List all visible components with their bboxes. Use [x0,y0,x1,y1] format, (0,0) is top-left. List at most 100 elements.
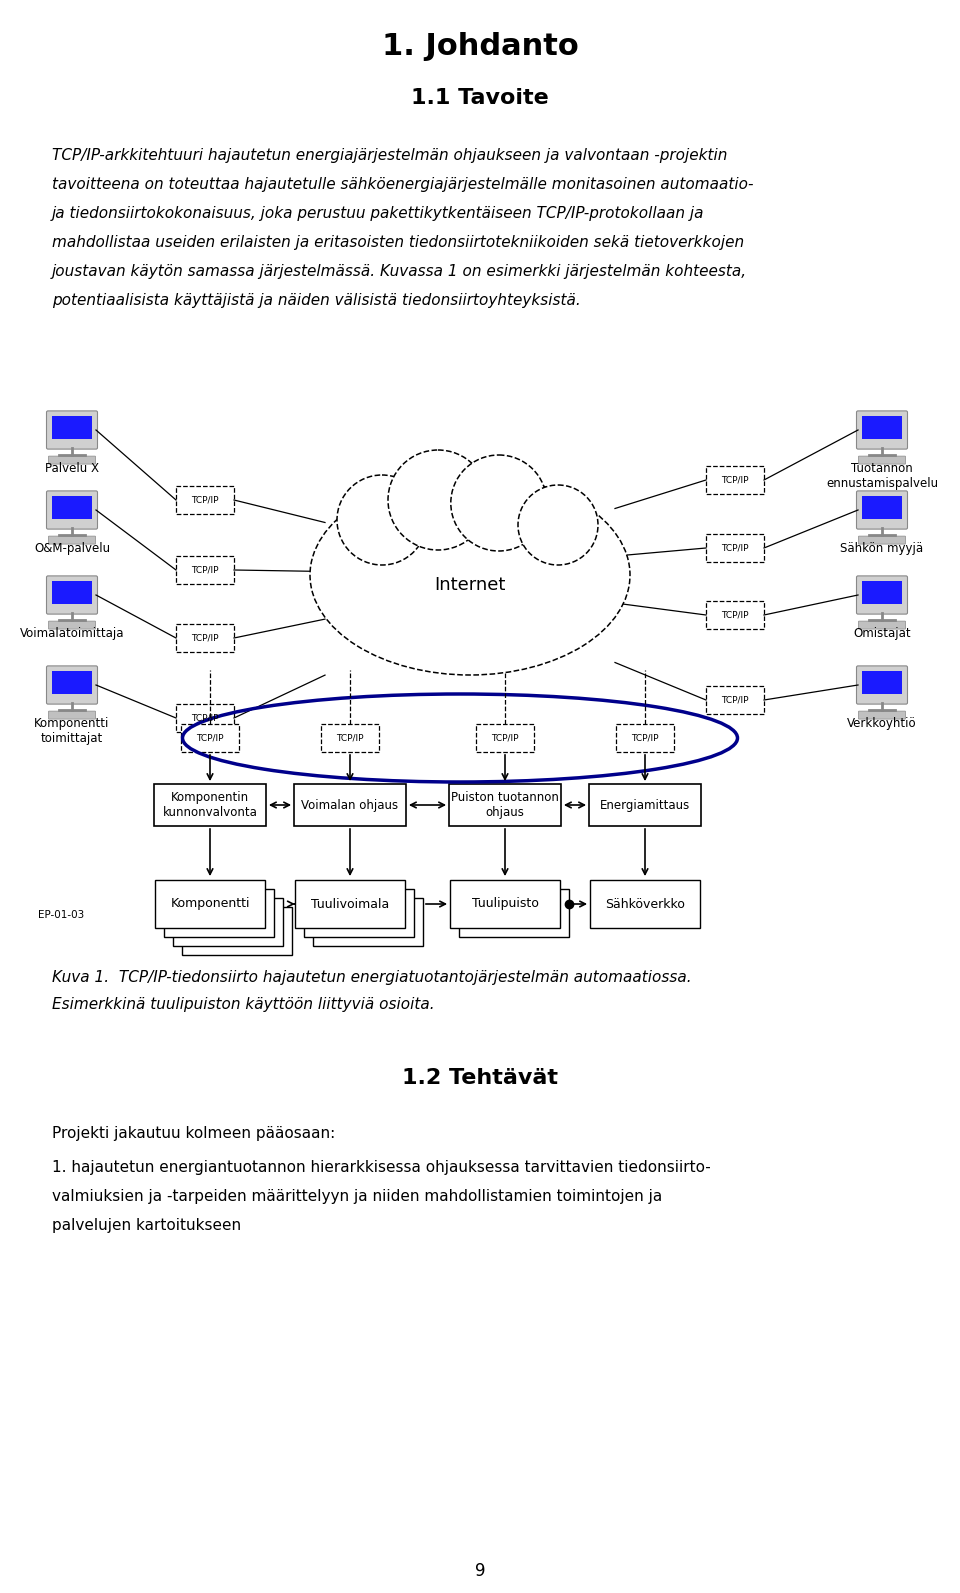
Bar [176,624,234,652]
Bar [52,497,92,519]
Text: Energiamittaus: Energiamittaus [600,798,690,811]
Text: Voimalatoimittaja: Voimalatoimittaja [20,628,124,640]
FancyBboxPatch shape [856,666,907,704]
Text: 1.1 Tavoite: 1.1 Tavoite [411,88,549,108]
Text: Komponentti: Komponentti [170,897,250,911]
FancyBboxPatch shape [46,411,98,449]
Text: O&M-palvelu: O&M-palvelu [34,542,110,554]
Text: palvelujen kartoitukseen: palvelujen kartoitukseen [52,1219,241,1233]
Text: Komponentti
toimittajat: Komponentti toimittajat [35,717,109,746]
Text: Internet: Internet [434,577,506,594]
Text: Sähköverkko: Sähköverkko [605,897,684,911]
Text: 1.2 Tehtävät: 1.2 Tehtävät [402,1067,558,1088]
Text: 1. hajautetun energiantuotannon hierarkkisessa ohjauksessa tarvittavien tiedonsi: 1. hajautetun energiantuotannon hierarkk… [52,1160,710,1176]
Text: joustavan käytön samassa järjestelmässä. Kuvassa 1 on esimerkki järjestelmän koh: joustavan käytön samassa järjestelmässä.… [52,264,747,279]
Bar [459,889,569,937]
Text: TCP/IP: TCP/IP [721,543,749,553]
Text: EP-01-03: EP-01-03 [38,910,84,921]
Bar [706,467,764,494]
Bar [321,723,379,752]
Bar [450,879,560,929]
Bar [182,906,292,954]
Bar [294,784,406,827]
Bar [616,723,674,752]
Bar [52,416,92,438]
Bar [862,416,902,438]
Bar [313,898,423,946]
Text: 1. Johdanto: 1. Johdanto [382,32,578,61]
Bar [181,723,239,752]
Bar [862,671,902,693]
FancyBboxPatch shape [858,537,905,545]
Ellipse shape [310,475,630,675]
Text: Kuva 1.  TCP/IP-tiedonsiirto hajautetun energiatuotantojärjestelmän automaatioss: Kuva 1. TCP/IP-tiedonsiirto hajautetun e… [52,970,691,984]
Bar [590,879,700,929]
Text: TCP/IP: TCP/IP [721,475,749,484]
FancyBboxPatch shape [856,577,907,613]
FancyBboxPatch shape [858,621,905,629]
Text: TCP/IP: TCP/IP [191,495,219,505]
Text: Tuulivoimala: Tuulivoimala [311,897,389,911]
Bar [52,671,92,693]
Text: TCP/IP: TCP/IP [492,733,518,742]
Text: Voimalan ohjaus: Voimalan ohjaus [301,798,398,811]
FancyBboxPatch shape [856,411,907,449]
Bar [589,784,701,827]
Text: TCP/IP: TCP/IP [336,733,364,742]
Bar [476,723,534,752]
Bar [449,784,561,827]
Text: mahdollistaa useiden erilaisten ja eritasoisten tiedonsiirtotekniikoiden sekä ti: mahdollistaa useiden erilaisten ja erita… [52,236,744,250]
FancyBboxPatch shape [46,577,98,613]
Text: TCP/IP: TCP/IP [196,733,224,742]
FancyBboxPatch shape [858,456,905,464]
FancyBboxPatch shape [49,710,95,718]
Bar [176,704,234,733]
Text: TCP/IP: TCP/IP [191,634,219,642]
Text: Verkkoyhtiö: Verkkoyhtiö [847,717,917,730]
Circle shape [388,449,488,550]
Circle shape [518,484,598,566]
Text: Tuotannon
ennustamispalvelu: Tuotannon ennustamispalvelu [826,462,938,491]
FancyBboxPatch shape [49,537,95,545]
Text: TCP/IP: TCP/IP [191,714,219,723]
Text: TCP/IP: TCP/IP [721,610,749,620]
Text: Komponentin
kunnonvalvonta: Komponentin kunnonvalvonta [162,792,257,819]
Text: Palvelu X: Palvelu X [45,462,99,475]
Circle shape [337,475,427,566]
Text: Puiston tuotannon
ohjaus: Puiston tuotannon ohjaus [451,792,559,819]
Bar [706,687,764,714]
Text: 9: 9 [475,1563,485,1580]
Bar [706,534,764,562]
Circle shape [451,456,547,551]
Text: TCP/IP: TCP/IP [191,566,219,575]
Text: Tuulipuisto: Tuulipuisto [471,897,539,911]
Text: tavoitteena on toteuttaa hajautetulle sähköenergiajärjestelmälle monitasoinen au: tavoitteena on toteuttaa hajautetulle sä… [52,177,754,193]
FancyBboxPatch shape [858,710,905,718]
FancyBboxPatch shape [856,491,907,529]
Text: TCP/IP: TCP/IP [721,696,749,704]
FancyBboxPatch shape [46,666,98,704]
Text: Projekti jakautuu kolmeen pääosaan:: Projekti jakautuu kolmeen pääosaan: [52,1126,335,1141]
Bar [706,601,764,629]
Bar [176,556,234,585]
Bar [862,497,902,519]
Bar [155,879,265,929]
FancyBboxPatch shape [49,456,95,464]
Text: potentiaalisista käyttäjistä ja näiden välisistä tiedonsiirtoyhteyksistä.: potentiaalisista käyttäjistä ja näiden v… [52,293,581,307]
Text: TCP/IP-arkkitehtuuri hajautetun energiajärjestelmän ohjaukseen ja valvontaan -pr: TCP/IP-arkkitehtuuri hajautetun energiaj… [52,148,728,162]
Text: Esimerkkinä tuulipuiston käyttöön liittyviä osioita.: Esimerkkinä tuulipuiston käyttöön liitty… [52,997,435,1012]
Text: TCP/IP: TCP/IP [632,733,659,742]
Bar [295,879,405,929]
Bar [173,898,283,946]
Text: ja tiedonsiirtokokonaisuus, joka perustuu pakettikytkentäiseen TCP/IP-protokolla: ja tiedonsiirtokokonaisuus, joka perustu… [52,205,705,221]
Bar [304,889,414,937]
Text: valmiuksien ja -tarpeiden määrittelyyn ja niiden mahdollistamien toimintojen ja: valmiuksien ja -tarpeiden määrittelyyn j… [52,1188,662,1204]
Text: Sähkön myyjä: Sähkön myyjä [840,542,924,554]
Bar [862,581,902,604]
FancyBboxPatch shape [46,491,98,529]
Text: Omistajat: Omistajat [853,628,911,640]
Bar [176,486,234,515]
Bar [164,889,274,937]
Bar [52,581,92,604]
Bar [154,784,266,827]
